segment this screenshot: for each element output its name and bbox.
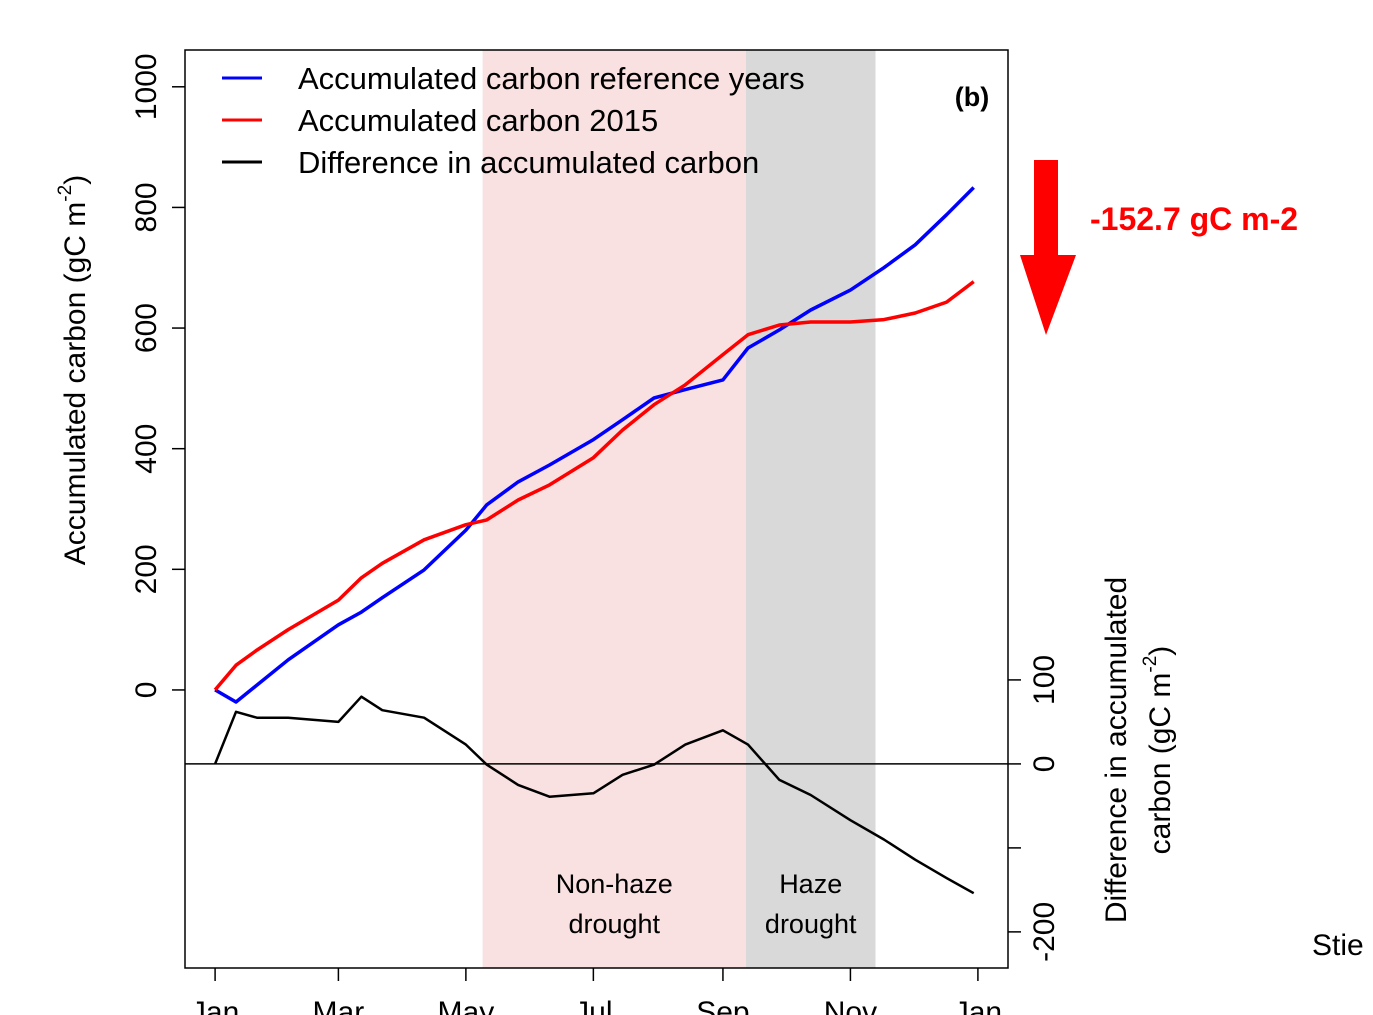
plot-frame [184, 49, 1009, 969]
y-tick-label: 1000 [130, 53, 163, 120]
span-label: Haze [779, 869, 842, 899]
y2-tick-label: -200 [1028, 902, 1061, 962]
y-tick-label: 800 [130, 182, 163, 232]
y-tick-label: 600 [130, 303, 163, 353]
legend-label: Accumulated carbon 2015 [298, 103, 658, 138]
x-tick-label: Nov [824, 996, 877, 1015]
x-tick-label: May [438, 996, 495, 1015]
span-label: Non-haze [556, 869, 673, 899]
legend-label: Difference in accumulated carbon [298, 145, 759, 180]
series-line [214, 186, 975, 704]
y2-axis-label: carbon (gC m-2) [1140, 646, 1177, 855]
y-tick-label: 400 [130, 424, 163, 474]
panel-label: (b) [955, 82, 989, 112]
span-label: drought [568, 909, 660, 939]
series-line [213, 695, 975, 895]
x-tick-label: Jul [574, 996, 612, 1015]
y-tick-label: 0 [130, 682, 163, 699]
y2-tick-label: 100 [1028, 655, 1061, 705]
x-tick-label: Jan [954, 996, 1002, 1015]
arrow [1020, 160, 1076, 335]
x-tick-label: Mar [313, 996, 365, 1015]
span [745, 50, 876, 968]
y-tick-label: 200 [130, 544, 163, 594]
y2-axis-label: Difference in accumulated [1100, 577, 1133, 923]
x-tick-label: Jan [191, 996, 239, 1015]
x-tick-label: Sep [696, 996, 749, 1015]
legend-label: Accumulated carbon reference years [298, 61, 805, 96]
span-label: drought [765, 909, 857, 939]
credit: Stie [1312, 929, 1364, 962]
annotation: -152.7 gC m-2 [1090, 201, 1298, 237]
y-axis-label: Accumulated carbon (gC m-2) [55, 175, 92, 565]
series-line [213, 280, 975, 692]
y2-tick-label: 0 [1028, 756, 1061, 773]
span [482, 50, 746, 968]
